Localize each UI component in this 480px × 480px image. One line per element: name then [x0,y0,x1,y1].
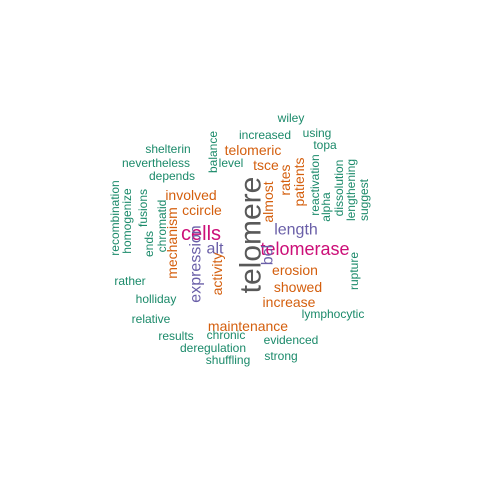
word-increase: increase [263,294,316,310]
word-rates: rates [277,164,293,195]
word-topa: topa [313,138,337,152]
word-showed: showed [274,279,322,295]
word-chromatid: chromatid [155,200,169,253]
word-cells: cells [181,223,221,245]
word-ccircle: ccircle [182,202,222,218]
word-ends: ends [142,231,156,257]
word-lengthening: lengthening [344,159,358,221]
word-results: results [158,329,193,343]
word-holliday: holliday [136,292,177,306]
word-telomerase: telomerase [260,239,349,259]
word-chronic: chronic [207,328,246,342]
word-nevertheless: nevertheless [122,156,190,170]
word-suggest: suggest [357,178,371,221]
word-recombination: recombination [108,180,122,255]
word-using: using [303,126,332,140]
word-activity: activity [209,253,225,296]
word-evidenced: evidenced [264,333,319,347]
word-rather: rather [114,274,145,288]
word-depends: depends [149,169,195,183]
word-mechanism: mechanism [164,207,180,279]
word-homogenize: homogenize [120,188,134,254]
word-reactivation: reactivation [308,154,322,215]
word-alt: alt [207,241,224,258]
word-shuffling: shuffling [206,353,250,367]
word-telomeric: telomeric [225,142,282,158]
word-dissolution: dissolution [332,160,346,217]
word-involved: involved [165,187,216,203]
word-maintenance: maintenance [208,318,288,334]
word-bcl: bcl [260,245,277,265]
word-relative: relative [132,312,171,326]
word-deregulation: deregulation [180,341,246,355]
word-shelterin: shelterin [145,142,190,156]
word-erosion: erosion [272,262,318,278]
word-strong: strong [264,349,297,363]
word-increased: increased [239,128,291,142]
word-balance: balance [206,131,220,173]
word-rupture: rupture [347,252,361,290]
word-alpha: alpha [319,192,333,222]
word-expression: expression [188,225,205,302]
word-fusions: fusions [136,189,150,227]
word-almost: almost [260,181,276,222]
word-level: level [219,156,244,170]
word-telomere: telomere [235,177,268,294]
word-wiley: wiley [277,111,305,125]
word-length: length [274,222,318,239]
word-lymphocytic: lymphocytic [302,307,365,321]
word-tsce: tsce [253,157,279,173]
word-patients: patients [291,157,307,206]
